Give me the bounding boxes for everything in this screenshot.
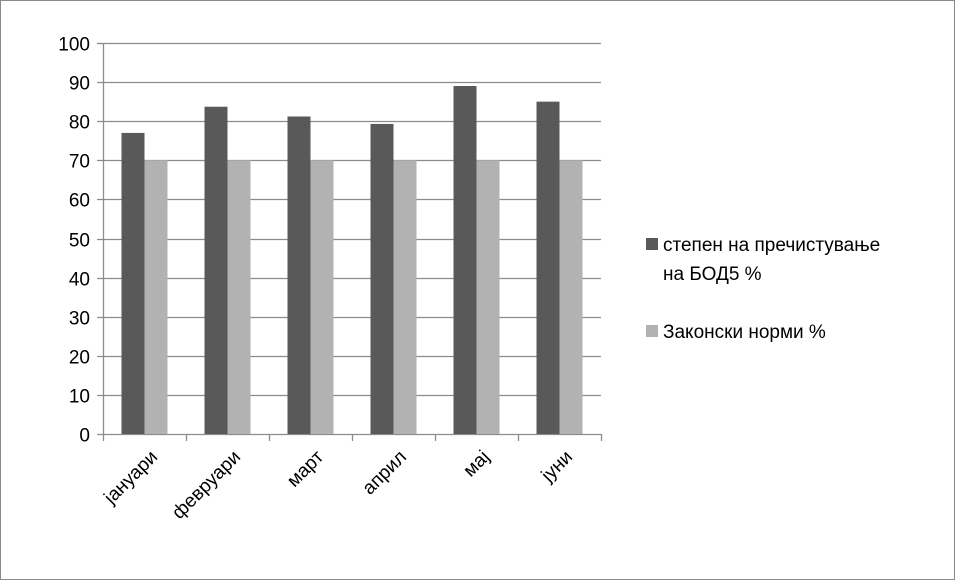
legend: степен на пречистување на БОД5 % Законски … — [646, 235, 880, 343]
legend-swatch — [646, 325, 658, 337]
y-tick-label: 80 — [69, 113, 90, 134]
legend-item-2: Законски норми % — [646, 322, 826, 343]
bar-series-2-2 — [310, 160, 334, 435]
y-tick-label: 0 — [79, 426, 90, 447]
x-tick-label: март — [283, 446, 328, 491]
x-tick-label: април — [359, 447, 411, 499]
y-tick-label: 60 — [69, 191, 90, 212]
x-tick-label: јануари — [100, 447, 162, 509]
y-tick-label: 70 — [69, 152, 90, 173]
legend-label: на БОД5 % — [663, 264, 762, 285]
y-tick-label: 50 — [69, 231, 90, 252]
legend-label: степен на пречистување — [663, 235, 880, 256]
y-tick-label: 90 — [69, 74, 90, 95]
legend-label: Законски норми % — [663, 322, 826, 343]
y-tick-label: 100 — [58, 35, 90, 56]
bar-series-1-2 — [287, 116, 311, 435]
y-tick-label: 40 — [69, 270, 90, 291]
bar-series-1-3 — [370, 123, 394, 434]
legend-swatch — [646, 238, 658, 250]
x-tick-label: јуни — [537, 447, 577, 487]
bar-series-2-0 — [144, 160, 168, 435]
bar-series-2-3 — [393, 160, 417, 435]
bar-series-1-1 — [204, 106, 228, 434]
x-tick-label: мај — [459, 447, 494, 482]
bar-series-2-5 — [559, 160, 583, 435]
bar-series-2-1 — [227, 160, 251, 435]
grid-lines — [103, 42, 601, 397]
bar-series-1-5 — [536, 101, 560, 435]
axes — [97, 42, 603, 441]
bars — [121, 86, 583, 435]
bar-series-1-4 — [453, 86, 477, 434]
x-tick-label: февруари — [168, 447, 245, 524]
y-tick-labels: 0 10 20 30 40 50 60 70 80 90 100 — [58, 35, 90, 447]
bar-series-1-0 — [121, 132, 145, 434]
y-tick-label: 10 — [69, 387, 90, 408]
y-tick-label: 30 — [69, 309, 90, 330]
bar-series-2-4 — [476, 160, 500, 435]
y-tick-label: 20 — [69, 348, 90, 369]
x-tick-labels: јануари февруари март април мај јуни — [100, 446, 577, 523]
legend-item-1: степен на пречистување на БОД5 % — [646, 235, 880, 285]
